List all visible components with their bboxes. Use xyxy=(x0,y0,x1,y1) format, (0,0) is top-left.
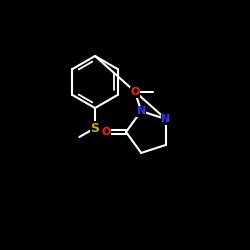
Text: N: N xyxy=(136,106,146,116)
Text: O: O xyxy=(130,87,140,97)
Text: O: O xyxy=(101,127,111,137)
Text: N: N xyxy=(161,114,170,124)
Text: S: S xyxy=(90,122,100,134)
